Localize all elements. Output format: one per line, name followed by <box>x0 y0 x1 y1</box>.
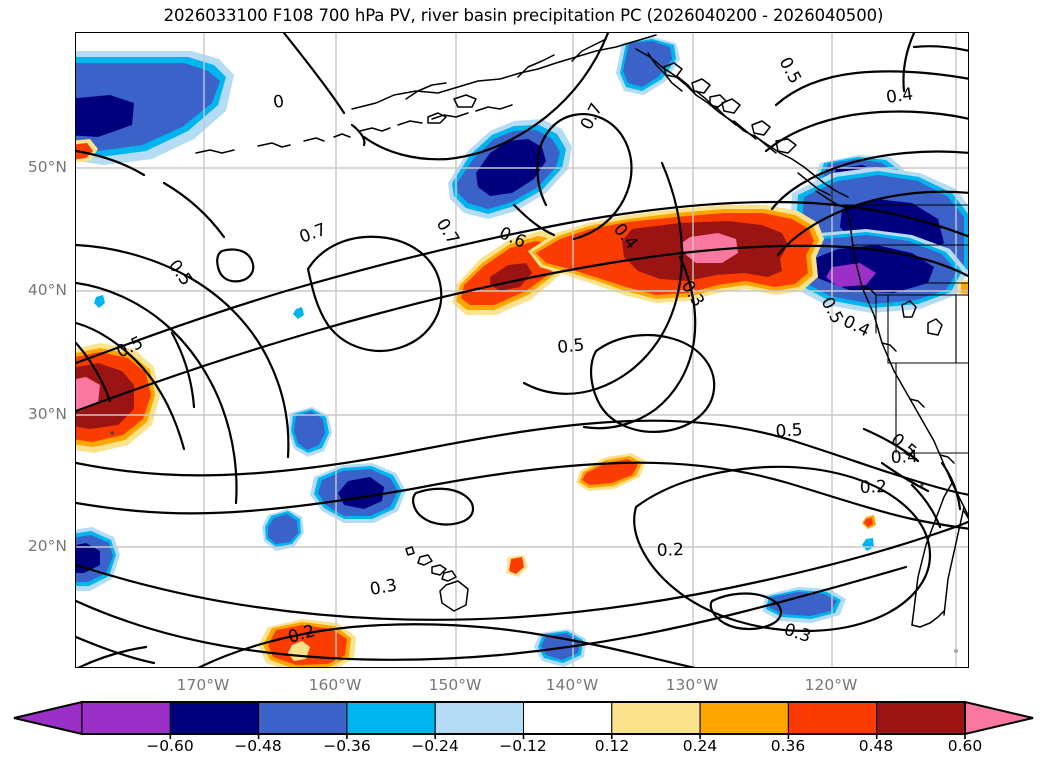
svg-text:0.3: 0.3 <box>368 576 398 600</box>
colorbar-extend-max <box>964 700 1034 736</box>
anomaly-max-right-edge-small <box>958 279 968 297</box>
lat-tick-40n: 40°N <box>27 281 67 299</box>
anomaly-max-mid-pacific-east <box>576 453 646 491</box>
anomaly-min-left-edge-mid <box>76 527 120 591</box>
anomaly-min-mid-pacific-b <box>262 509 304 551</box>
lat-tick-30n: 30°N <box>27 405 67 423</box>
svg-text:0.2: 0.2 <box>859 477 887 498</box>
lon-tick-170w: 170°W <box>176 676 230 694</box>
colorbar[interactable]: −0.60 −0.48 −0.36 −0.24 −0.12 0.12 0.24 … <box>0 697 1047 765</box>
colorbar-tick-9: 0.60 <box>947 737 983 755</box>
colorbar-cells <box>81 701 966 735</box>
anomaly-speck-group <box>94 295 958 653</box>
anomaly-min-northwest-corner <box>76 51 234 165</box>
lon-tick-130w: 130°W <box>665 676 719 694</box>
colorbar-tick-5: 0.12 <box>594 737 630 755</box>
svg-text:0.5: 0.5 <box>556 335 585 358</box>
map-plot-area[interactable]: 0 0.5 0.4 0.7 0.7 0.5 0.7 0.6 0.4 0.3 0.… <box>75 32 969 668</box>
colorbar-tick-0: −0.60 <box>146 737 194 755</box>
colorbar-tick-3: −0.24 <box>411 737 459 755</box>
lon-tick-160w: 160°W <box>308 676 362 694</box>
svg-text:0: 0 <box>272 92 286 113</box>
lat-tick-20n: 20°N <box>27 537 67 555</box>
anomaly-min-north-hawaii <box>310 463 406 523</box>
svg-text:0.7: 0.7 <box>432 215 463 249</box>
colorbar-tick-6: 0.24 <box>682 737 718 755</box>
anomaly-min-mid-pacific-a <box>288 407 332 457</box>
svg-text:0.2: 0.2 <box>656 540 684 561</box>
coastlines <box>195 34 968 628</box>
map-canvas: 0 0.5 0.4 0.7 0.7 0.5 0.7 0.6 0.4 0.3 0.… <box>76 33 968 667</box>
colorbar-tick-2: −0.36 <box>323 737 371 755</box>
map-gridlines <box>76 33 968 667</box>
svg-text:0.7: 0.7 <box>297 220 329 248</box>
lat-tick-50n: 50°N <box>27 158 67 176</box>
svg-text:0.5: 0.5 <box>775 54 805 87</box>
page-title: 2026033100 F108 700 hPa PV, river basin … <box>163 6 884 25</box>
colorbar-tick-7: 0.36 <box>770 737 806 755</box>
anomaly-min-gulf-of-alaska <box>448 119 572 219</box>
colorbar-tick-1: −0.48 <box>234 737 282 755</box>
colorbar-extend-min <box>13 700 83 736</box>
svg-text:0.3: 0.3 <box>781 620 813 647</box>
svg-text:0.5: 0.5 <box>164 256 196 290</box>
anomaly-max-west-edge-small <box>76 139 98 163</box>
lon-tick-150w: 150°W <box>428 676 482 694</box>
lon-tick-120w: 120°W <box>804 676 858 694</box>
svg-text:0.4: 0.4 <box>885 84 915 108</box>
anomaly-max-lower-centre-small <box>506 555 528 577</box>
colorbar-tick-4: −0.12 <box>499 737 547 755</box>
anomaly-min-lower-right <box>762 587 846 623</box>
svg-text:0.7: 0.7 <box>577 100 607 133</box>
pv-contours <box>76 33 968 667</box>
svg-text:0.4: 0.4 <box>890 447 918 468</box>
svg-text:0.5: 0.5 <box>775 420 803 442</box>
colorbar-canvas <box>13 700 1034 739</box>
anomaly-min-alaska-panhandle <box>616 37 680 95</box>
anomaly-min-great-basin <box>776 229 968 313</box>
colorbar-ticks <box>169 734 966 739</box>
colorbar-tick-8: 0.48 <box>858 737 894 755</box>
lon-tick-140w: 140°W <box>545 676 599 694</box>
